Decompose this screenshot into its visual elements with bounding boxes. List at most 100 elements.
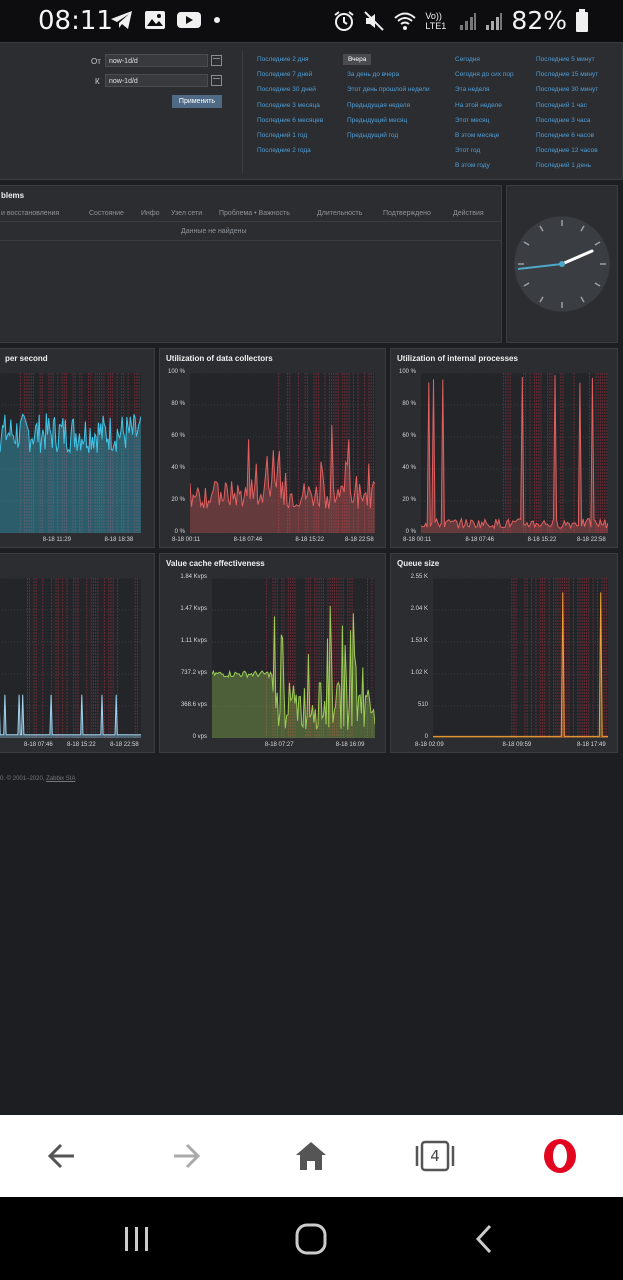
y-tick-label: 0 vps	[192, 734, 207, 740]
quick-range-link[interactable]: Этот месяц	[455, 116, 490, 124]
calendar-icon[interactable]	[211, 55, 222, 66]
home-circle-icon[interactable]	[294, 1223, 328, 1255]
quick-range-link[interactable]: Последние 6 месяцев	[257, 116, 324, 124]
series-line	[190, 425, 375, 509]
quick-range-link[interactable]: Сегодня до сих пор	[455, 71, 514, 79]
recent-apps-icon[interactable]	[120, 1225, 154, 1253]
graph-widget[interactable]: Utilization of internal processes 100 % 80…	[390, 348, 618, 548]
hour-hand	[560, 249, 594, 266]
forward-arrow-icon	[174, 1143, 201, 1169]
y-tick-label: 0	[424, 734, 428, 740]
y-tick-label: 80 %	[171, 401, 185, 407]
clock-widget	[506, 185, 618, 343]
quick-range-link[interactable]: На этой неделе	[455, 101, 502, 109]
x-tick-label: 8-18 17:49	[577, 742, 606, 748]
column-header[interactable]: Действия	[453, 210, 484, 217]
graph-widget[interactable]: Queue size 2.55 K 2.04 K 1.53 K 1.02 K 510 0 8-…	[390, 553, 618, 753]
y-tick-label: 80 %	[402, 401, 416, 407]
quick-range-link[interactable]: Последний 1 час	[536, 101, 587, 109]
home-button[interactable]	[286, 1133, 336, 1179]
signal-icon	[486, 12, 503, 30]
column-header[interactable]: и восстановления	[1, 210, 60, 217]
tabs-button[interactable]: 4	[410, 1133, 460, 1179]
back-chevron-icon[interactable]	[472, 1223, 496, 1255]
column-header[interactable]: Длительность	[317, 210, 363, 217]
quick-range-link[interactable]: Последние 30 минут	[536, 86, 599, 94]
apply-button[interactable]: Применить	[172, 95, 222, 108]
x-tick-label: 8-18 00:11	[403, 537, 432, 543]
quick-range-link[interactable]: Последние 5 минут	[536, 56, 595, 63]
battery-percent: 82%	[511, 6, 567, 35]
quick-range-link[interactable]: В этом месяце	[455, 132, 500, 139]
quick-range-link[interactable]: Предыдущая неделя	[347, 101, 411, 109]
quick-range-link[interactable]: Последние 7 дней	[257, 71, 313, 79]
quick-range-link[interactable]: Эта неделя	[455, 86, 490, 94]
graph-plot	[0, 578, 141, 738]
quick-range-link[interactable]: Предыдущий год	[347, 132, 399, 139]
quick-range-link-active[interactable]: Вчера	[343, 54, 372, 65]
quick-range-link[interactable]: В этом году	[455, 162, 490, 170]
tab-count: 4	[430, 1147, 440, 1165]
quick-range-link[interactable]: Последние 6 часов	[536, 132, 595, 139]
graph-title: Value cache effectiveness	[166, 559, 265, 568]
y-tick-label: 40 %	[402, 465, 416, 471]
column-header[interactable]: Инфо	[141, 210, 160, 217]
graph-title: Utilization of internal processes	[397, 354, 518, 363]
graph-widget[interactable]: Utilization of data collectors 100 % 80 % 6…	[159, 348, 386, 548]
clock-tick	[539, 225, 544, 232]
footer-link[interactable]: Zabbix SIA	[46, 776, 76, 782]
x-tick-label: 8-18 11:29	[42, 537, 71, 543]
quick-range-link[interactable]: Сегодня	[455, 56, 480, 63]
series-line	[212, 605, 375, 730]
quick-range-link[interactable]: Последние 15 минут	[536, 71, 599, 79]
quick-range-link[interactable]: Последние 30 дней	[257, 86, 316, 94]
quick-range-link[interactable]: Последние 3 месяца	[257, 101, 320, 109]
quick-range-link[interactable]: Этот год	[455, 147, 481, 155]
clock-tick	[523, 241, 530, 246]
back-arrow-icon	[47, 1143, 74, 1169]
quick-range-link[interactable]: Последний 1 год	[257, 132, 308, 139]
zabbix-dashboard: От now-1d/d К now-1d/d Применить Последн…	[0, 42, 623, 1115]
quick-range-link[interactable]: Последний 1 день	[536, 162, 592, 170]
quick-range-link[interactable]: Последние 12 часов	[536, 147, 598, 155]
table-header: и восстановления Состояние Инфо Узел сет…	[0, 205, 501, 222]
graph-plot	[0, 373, 141, 533]
graph-plot	[421, 373, 608, 533]
calendar-icon[interactable]	[211, 75, 222, 86]
graph-widget[interactable]: per second 8-18 11:29 8-18 18:38	[0, 348, 155, 548]
divider	[242, 51, 243, 173]
x-tick-label: 8-18 15:22	[67, 742, 96, 748]
x-tick-label: 8-18 22:58	[577, 537, 606, 543]
y-tick-label: 2.55 K	[410, 574, 428, 580]
forward-button[interactable]	[161, 1133, 211, 1179]
column-header[interactable]: Подтверждено	[383, 210, 431, 217]
quick-range-link[interactable]: Этот день прошлой недели	[347, 86, 430, 94]
quick-range-link[interactable]: Последние 2 года	[257, 147, 311, 155]
alarm-icon	[334, 10, 355, 31]
opera-menu-button[interactable]	[535, 1133, 585, 1179]
widget-title: blems	[1, 191, 25, 200]
status-time: 08:11	[38, 6, 113, 36]
x-tick-label: 8-18 02:09	[415, 742, 444, 748]
quick-range-link[interactable]: За день до вчера	[347, 71, 400, 79]
quick-range-link[interactable]: Последние 3 часа	[536, 116, 591, 124]
quick-range-link[interactable]: Последние 2 дня	[257, 56, 309, 63]
column-header[interactable]: Состояние	[89, 210, 124, 217]
time-picker-panel: От now-1d/d К now-1d/d Применить Последн…	[0, 42, 623, 180]
from-label: От	[91, 57, 101, 66]
quick-range-link[interactable]: Предыдущий месяц	[347, 116, 408, 124]
series-line	[421, 375, 608, 530]
minute-hand	[517, 263, 563, 270]
y-tick-label: 60 %	[171, 433, 185, 439]
column-header[interactable]: Проблема • Важность	[219, 210, 290, 217]
gallery-icon	[145, 11, 165, 29]
back-button[interactable]	[37, 1133, 87, 1179]
x-tick-label: 8-18 07:46	[24, 742, 53, 748]
from-input[interactable]: now-1d/d	[105, 54, 208, 67]
y-tick-label: 60 %	[402, 433, 416, 439]
graph-widget[interactable]: 8-18 07:46 8-18 15:22 8-18 22:58	[0, 553, 155, 753]
column-header[interactable]: Узел сети	[171, 210, 203, 217]
series-line	[0, 413, 141, 455]
graph-widget[interactable]: Value cache effectiveness 1.84 Kvps 1.47 K…	[159, 553, 386, 753]
to-input[interactable]: now-1d/d	[105, 74, 208, 87]
